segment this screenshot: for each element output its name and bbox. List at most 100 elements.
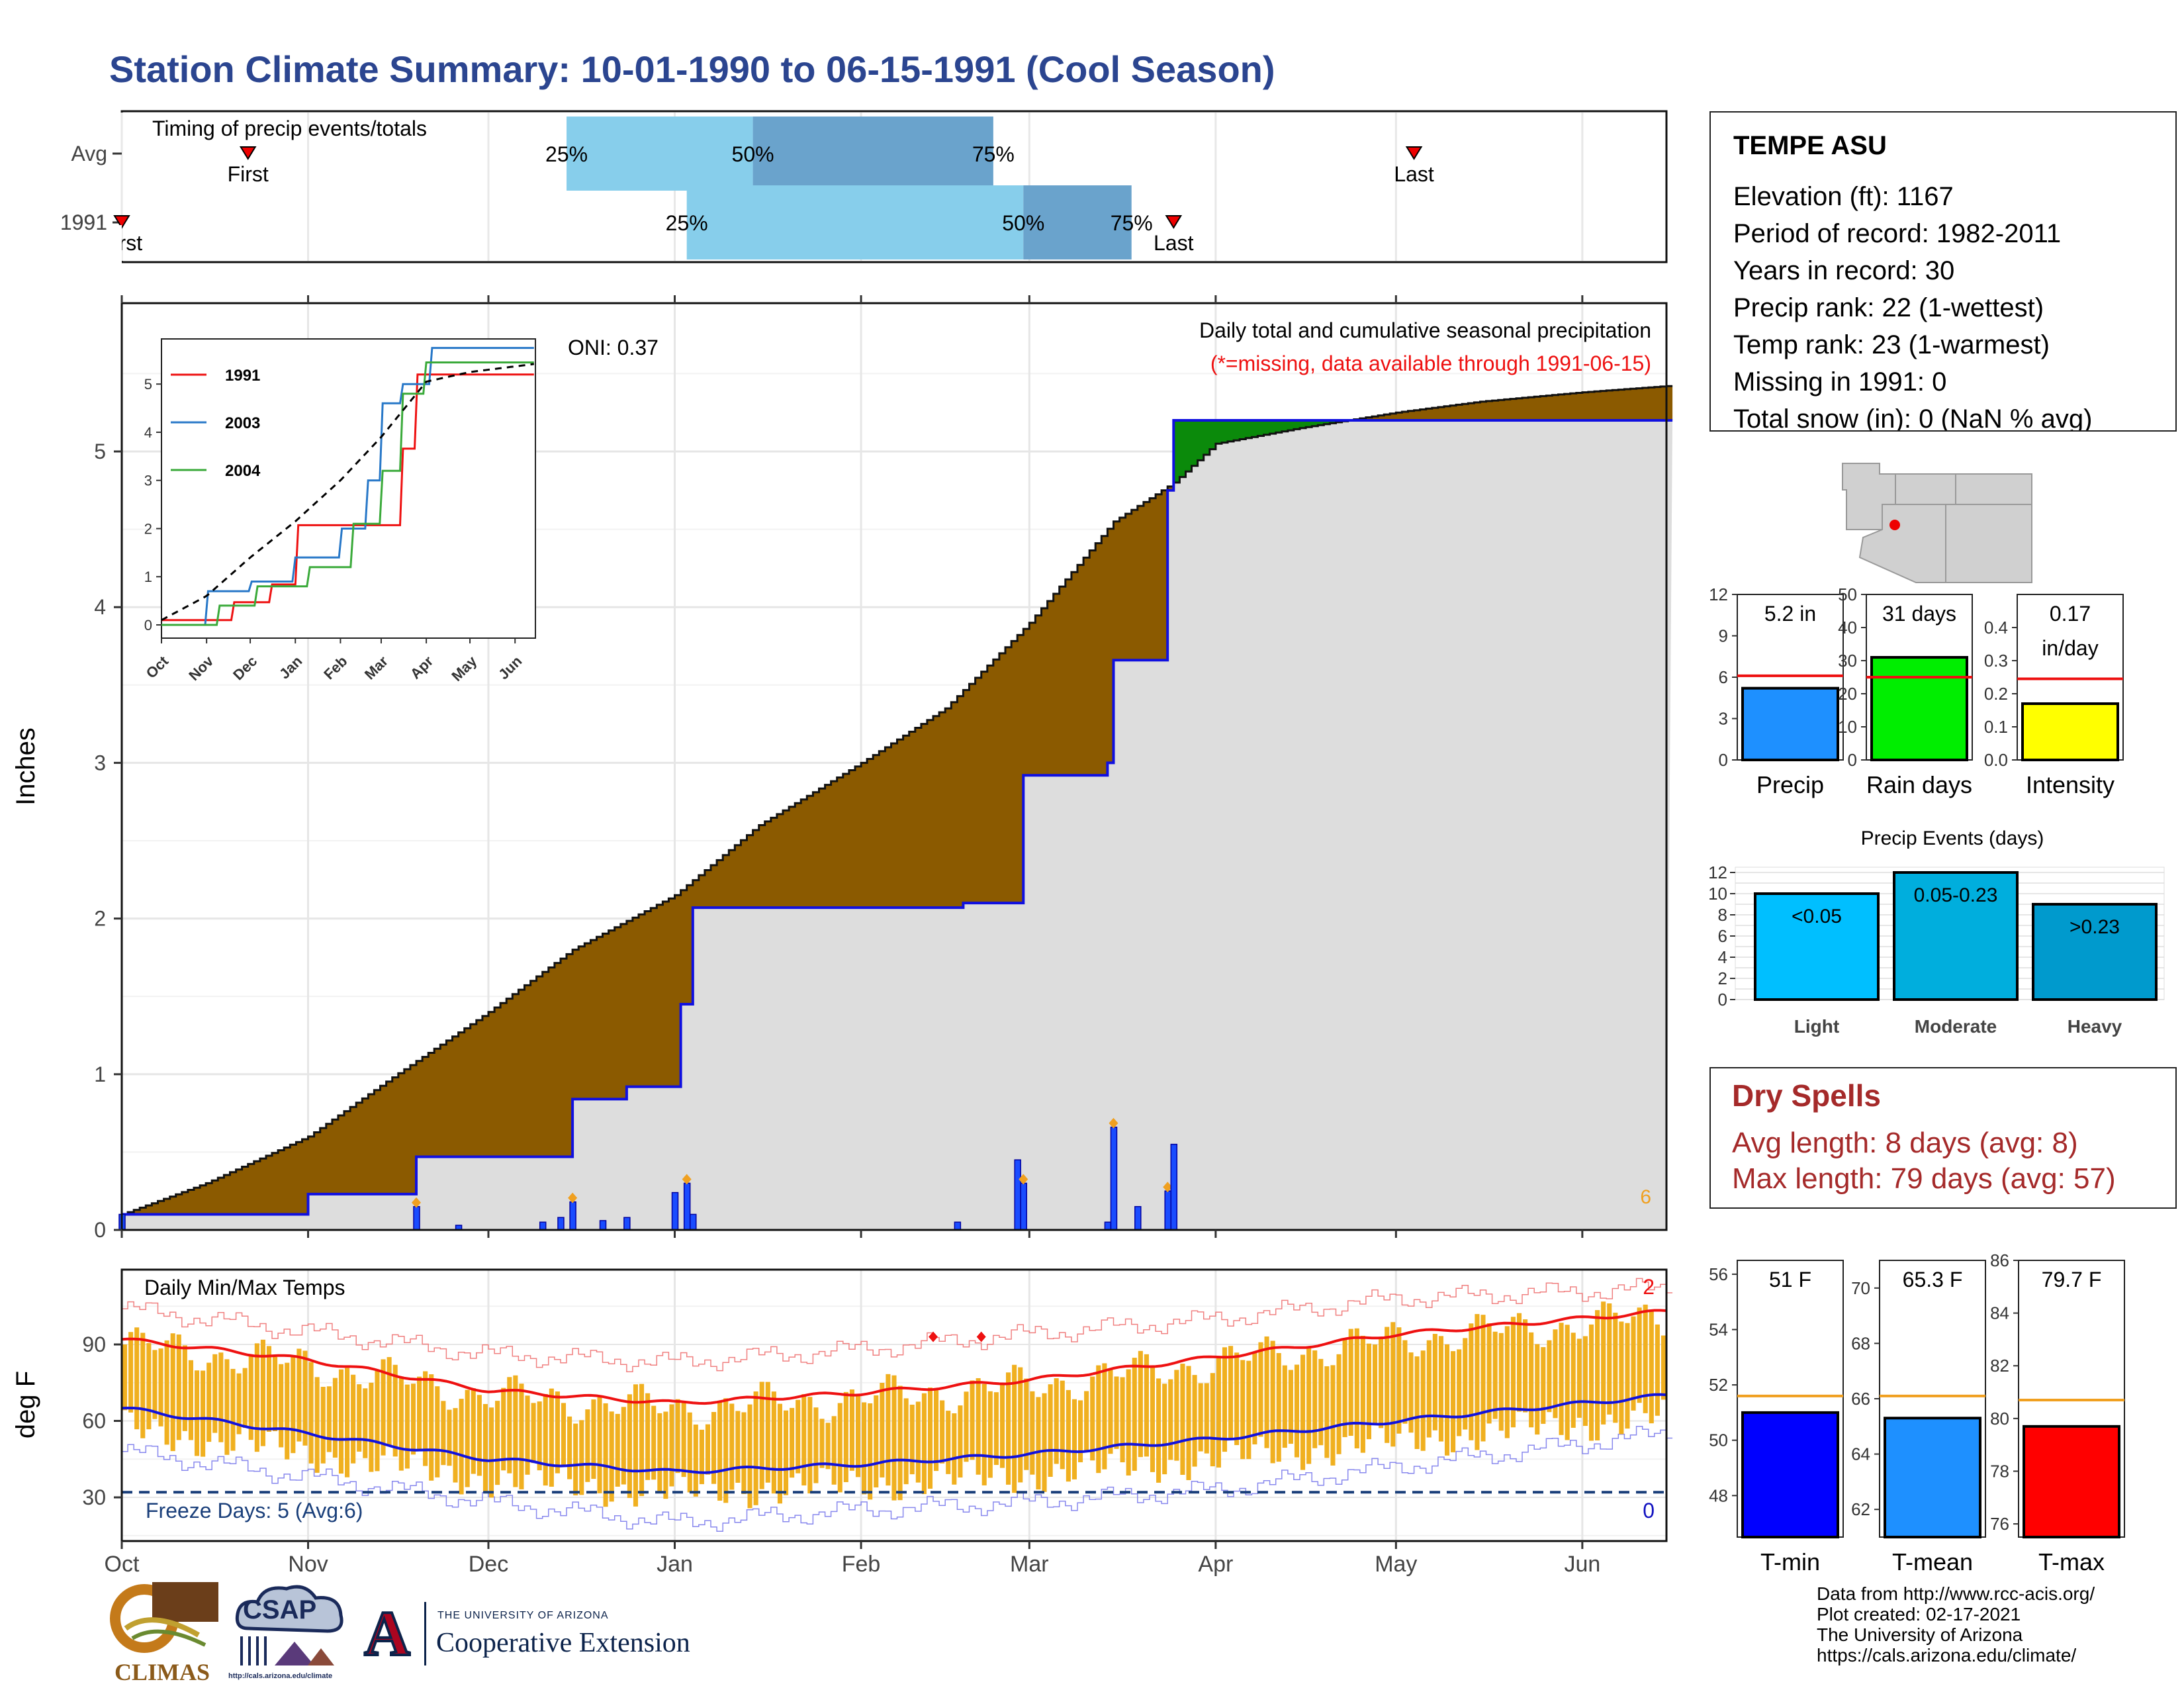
mini-category-label-rain_days: Rain days [1866,771,1972,798]
temp-daily-bar [1372,1344,1378,1425]
mini-ytick-label-rain_days-50: 50 [1838,585,1857,604]
temp-daily-bar [1613,1313,1618,1423]
precip-daily-marker-1 [412,1197,422,1208]
mini-category-label-precip_total: Precip [1756,771,1824,798]
inset-ytick-label-1: 1 [144,569,152,585]
temp-daily-bar [771,1391,776,1494]
timing-q-label-Avg-0: 25% [545,142,588,166]
mini-ytick-label-tmin-48: 48 [1709,1485,1728,1505]
temp-daily-bar [1625,1323,1630,1429]
temp-daily-bar [669,1404,674,1487]
precip-events-ytick-label-12: 12 [1708,863,1727,882]
temp-daily-bar [404,1384,410,1469]
temp-daily-bar [934,1390,939,1472]
precip-events-ytick-label-2: 2 [1718,968,1727,988]
temp-daily-bar [1366,1343,1371,1440]
temp-daily-bar [447,1409,452,1466]
inset-ytick-label-2: 2 [144,520,152,537]
temp-daily-bar [579,1420,584,1495]
temp-daily-bar [699,1429,704,1485]
temp-daily-bar [855,1395,861,1477]
inset-legend-label-1991: 1991 [225,367,260,385]
temp-daily-bar [1024,1378,1029,1470]
map-colorado-shape [1955,473,2032,505]
mini-chart-intensity: 0.0 0.1 0.2 0.3 0.4 0.17 in/day Intensity [1984,594,2124,798]
temp-daily-bar [1132,1358,1137,1471]
temp-daily-bar [1144,1354,1149,1457]
mini-value-label2-intensity: in/day [2042,636,2098,660]
ua-logo-letter: A [363,1597,411,1670]
temp-ytick-label-90: 90 [82,1333,106,1356]
timing-left-mask [0,225,122,265]
temp-daily-bar [1077,1400,1083,1462]
temp-daily-bar [909,1405,915,1475]
inset-series-line-2004 [161,361,534,626]
temp-daily-bar [591,1399,596,1479]
temp-daily-bar [212,1354,218,1433]
temp-daily-bar [279,1364,284,1448]
precip-annotation-title: Daily total and cumulative seasonal prec… [1199,318,1651,342]
mini-chart-rain_days: 0 10 20 30 40 50 31 days Rain days [1838,585,1973,798]
temp-daily-bar [381,1359,386,1456]
temp-daily-bar [345,1368,350,1477]
precip-daily-marker-5 [568,1192,578,1203]
temp-daily-bar [645,1393,651,1480]
mini-ytick-label-intensity-0.2: 0.2 [1984,684,2008,704]
temp-daily-bar [1541,1347,1546,1424]
temp-daily-bar [1559,1323,1564,1435]
temp-daily-bar [976,1378,981,1475]
precip-events-bar-label-Light: <0.05 [1792,906,1842,927]
inset-series-line-2003 [161,347,534,626]
map-newmexico-shape [1945,504,2032,583]
temp-daily-bar [964,1391,969,1462]
mini-bar-rain_days [1870,656,1968,761]
temp-daily-bar [501,1387,506,1471]
precip-ylabel: Inches [11,727,40,806]
temp-daily-bar [1649,1311,1654,1424]
temp-daily-bar [831,1416,837,1485]
temp-daily-bar [351,1374,356,1464]
temp-daily-bar [1631,1316,1636,1411]
mini-ytick-label-precip_total-6: 6 [1719,667,1728,687]
temp-record-marker-0 [929,1331,938,1342]
temp-daily-bar [417,1376,422,1452]
temp-daily-bar [1018,1367,1023,1483]
inset-legend-label-2003: 2003 [225,414,260,432]
timing-q-label-1991-0: 25% [666,211,708,235]
mini-value-label-intensity: 0.17 [2050,602,2091,626]
timing-last-label-Avg: Last [1394,162,1434,186]
temp-daily-bar [1048,1384,1053,1477]
inset-frame [161,338,536,639]
temp-daily-bar [1246,1360,1251,1460]
temp-ylabel: deg F [11,1371,40,1438]
temp-daily-bar [537,1401,542,1471]
temp-daily-bar [1138,1350,1143,1458]
precip-daily-bar-4 [557,1217,565,1231]
mini-value-label-tmin: 51 F [1769,1268,1811,1291]
temp-daily-bar [291,1355,296,1454]
temp-daily-bar [1396,1327,1402,1434]
mini-ytick-label-rain_days-30: 30 [1838,651,1857,671]
precip-daily-bar-3 [539,1221,547,1231]
temp-daily-bar [314,1377,320,1473]
timing-first-label-Avg: First [228,162,269,186]
temp-daily-bar [958,1405,963,1478]
temp-daily-bar [332,1378,338,1458]
temp-daily-bar [819,1419,825,1468]
temp-daily-bar [188,1360,193,1440]
temp-daily-bar [1480,1315,1486,1442]
precip-deficit-area [122,386,1673,1215]
temp-daily-bar [1360,1335,1365,1453]
mini-ytick-label-tmax-86: 86 [1990,1250,2009,1270]
mini-ytick-label-intensity-0: 0.0 [1984,750,2008,770]
temp-daily-bar [999,1384,1005,1468]
temp-daily-bar [429,1374,434,1481]
inset-ytick-label-3: 3 [144,473,152,489]
precip-daily-bar-8 [671,1192,679,1231]
temp-daily-bar [609,1411,614,1502]
temp-daily-bar [1114,1376,1119,1449]
temp-daily-bar [1408,1352,1414,1433]
temp-daily-bar [1588,1324,1594,1441]
